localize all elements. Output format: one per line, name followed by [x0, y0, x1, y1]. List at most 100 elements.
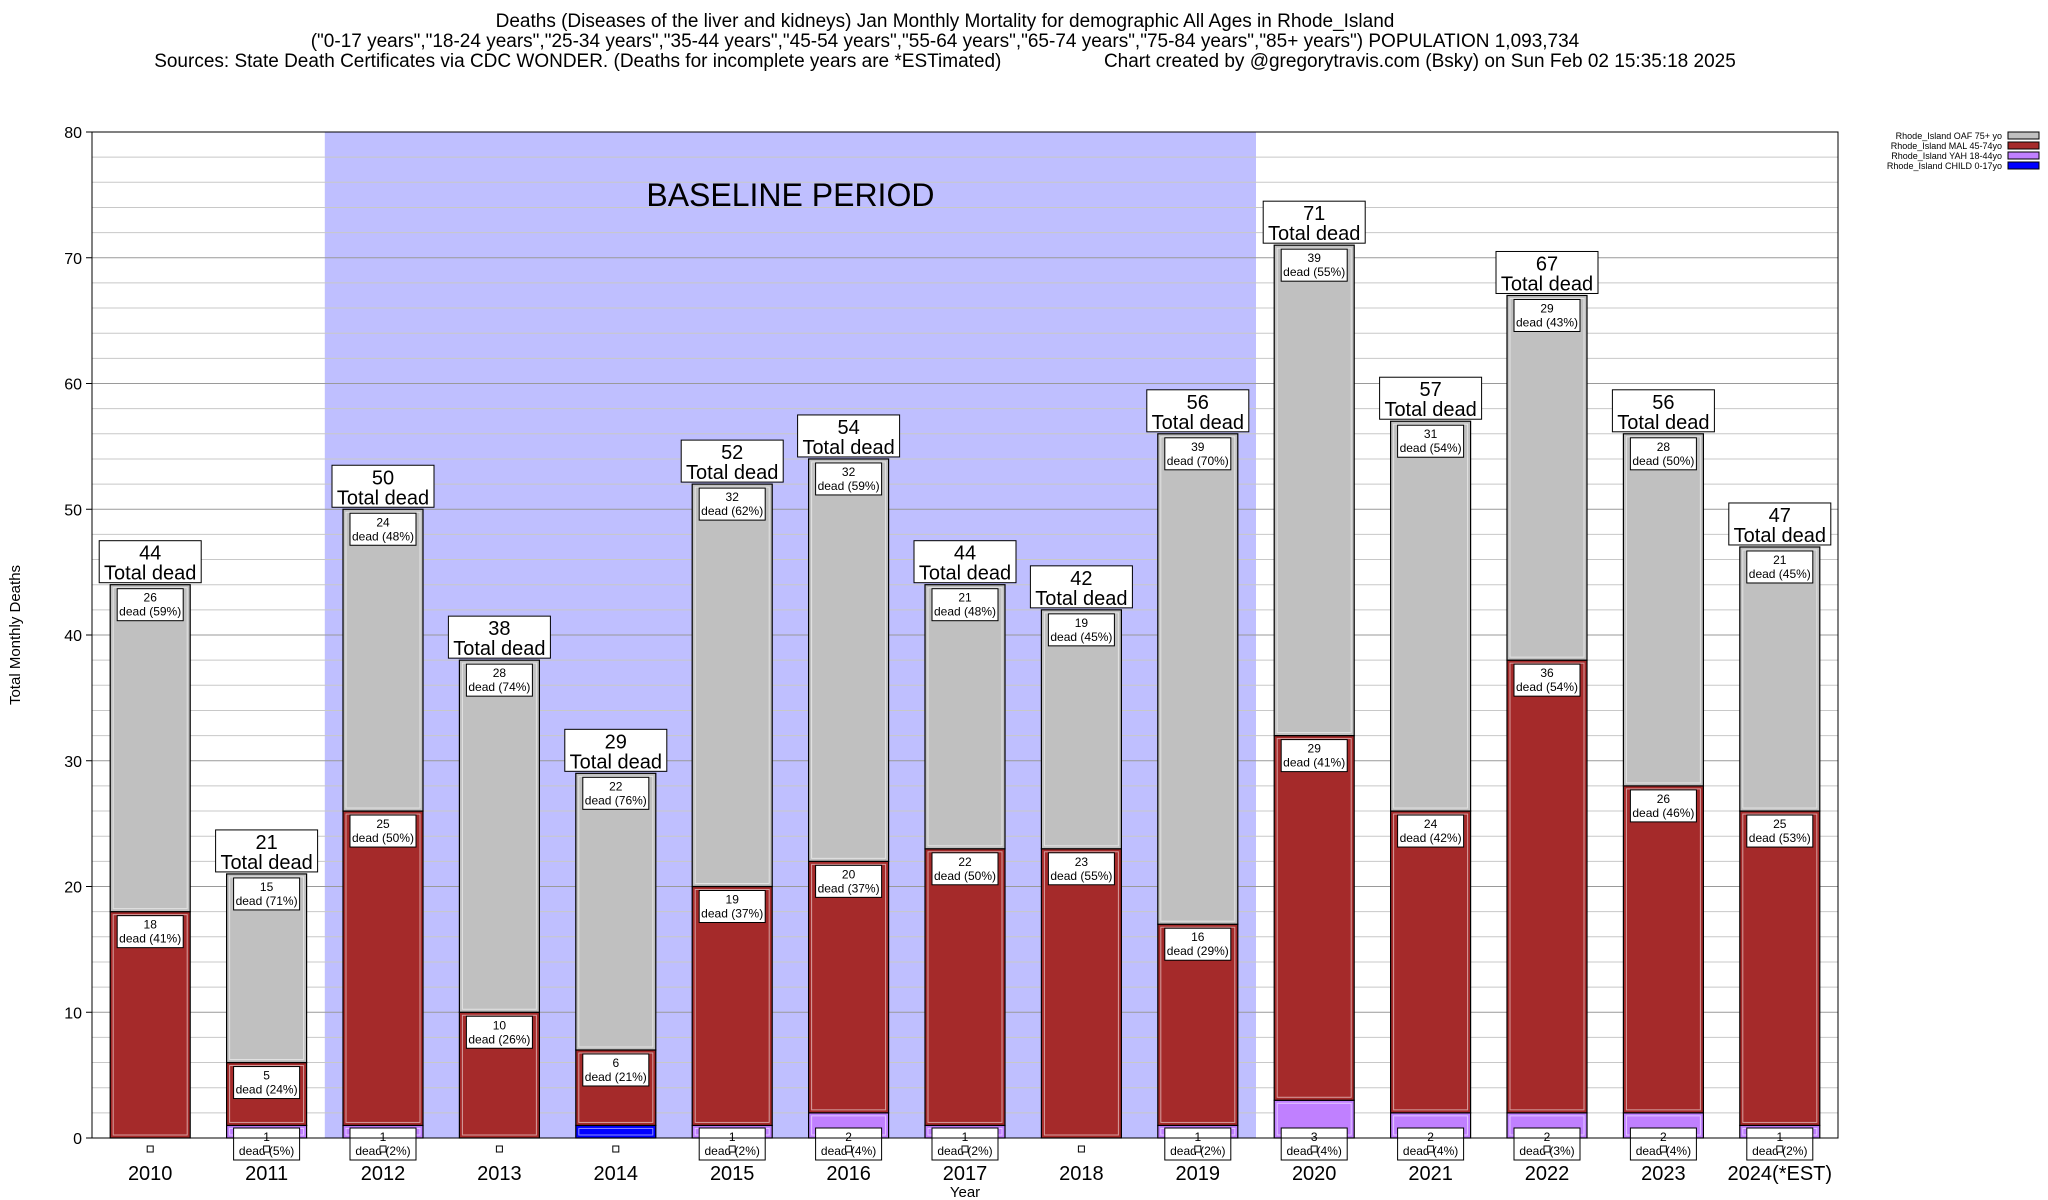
- label-line-1: 28: [493, 666, 507, 680]
- label-line-1: 3: [1311, 1130, 1318, 1144]
- bar-segment: [109, 584, 191, 913]
- label-box: [931, 588, 999, 622]
- bar-segment-outline: [578, 1052, 654, 1123]
- x-tick-label: 2012: [361, 1163, 406, 1185]
- y-tick-label: 80: [64, 125, 82, 142]
- x-axis: 2010 2011 2012 2013 2014 2015 2016 2017 2018 2019…: [128, 1163, 1832, 1185]
- zero-marker: [146, 1145, 154, 1153]
- label-line-1: 1: [380, 1130, 387, 1144]
- y-tick-label: 60: [64, 377, 82, 394]
- bar-segment: [1506, 659, 1588, 1114]
- total-caption: Total dead: [1734, 525, 1826, 547]
- label-line-1: 15: [260, 880, 274, 894]
- chart-title-block: Deaths (Diseases of the liver and kidney…: [0, 12, 1890, 72]
- x-tick-label: 2018: [1059, 1163, 1104, 1185]
- label-box: [1629, 789, 1697, 823]
- x-tick-label: 2022: [1525, 1163, 1570, 1185]
- total-value: 57: [1419, 379, 1441, 401]
- bar-segment-outline: [1625, 788, 1701, 1111]
- total-caption: Total dead: [1617, 412, 1709, 434]
- zero-marker: [1543, 1145, 1551, 1153]
- bar-segment-outline: [1509, 297, 1585, 658]
- legend-swatch: [2007, 151, 2040, 160]
- label-line-1: 39: [1308, 251, 1322, 265]
- bar-segment-outline: [112, 914, 188, 1136]
- label-line-2: dead (45%): [1749, 567, 1811, 581]
- label-box: [582, 776, 650, 810]
- x-tick-label: 2011: [245, 1163, 288, 1185]
- label-box: [1746, 550, 1814, 584]
- label-line-1: 1: [1776, 1130, 1783, 1144]
- x-tick-label: 2016: [826, 1163, 871, 1185]
- total-label-box: [1262, 200, 1366, 244]
- label-line-2: dead (50%): [1632, 454, 1694, 468]
- label-box: [931, 1127, 999, 1161]
- total-value: 56: [1187, 392, 1209, 414]
- bar-segment-outline: [112, 587, 188, 910]
- x-tick-label: 2021: [1408, 1163, 1453, 1185]
- x-tick-label: 2017: [943, 1163, 988, 1185]
- label-box: [1513, 298, 1581, 332]
- legend-swatch: [2007, 141, 2040, 150]
- label-box: [116, 915, 184, 949]
- bar-segment-outline: [1742, 549, 1818, 809]
- total-caption: Total dead: [220, 852, 312, 874]
- total-value: 50: [372, 467, 394, 489]
- bar-segment: [691, 885, 773, 1127]
- label-line-2: dead (45%): [1050, 630, 1112, 644]
- label-box: [1629, 1127, 1697, 1161]
- bar-segment: [1622, 433, 1705, 787]
- bar-segment-outline: [345, 813, 421, 1123]
- label-box: [931, 852, 999, 886]
- label-box: [1164, 1127, 1232, 1161]
- label-line-2: dead (37%): [818, 881, 880, 895]
- bar-segment-outline: [229, 876, 305, 1061]
- zero-marker: [1427, 1145, 1435, 1153]
- bar-segment: [1040, 609, 1123, 850]
- label-line-2: dead (29%): [1167, 944, 1229, 958]
- total-value: 38: [488, 618, 510, 640]
- label-line-2: dead (55%): [1050, 869, 1112, 883]
- label-line-2: dead (70%): [1167, 454, 1229, 468]
- bar-segment: [342, 810, 424, 1127]
- label-line-1: 2: [1427, 1130, 1434, 1144]
- sources-text: Sources: State Death Certificates via CD…: [154, 51, 1002, 72]
- bar-segment-outline: [461, 662, 537, 1010]
- total-value: 44: [139, 543, 161, 565]
- label-line-1: 22: [958, 855, 972, 869]
- label-line-2: dead (26%): [468, 1032, 530, 1046]
- label-line-2: dead (41%): [1283, 756, 1345, 770]
- label-box: [1746, 1127, 1814, 1161]
- zero-marker: [845, 1145, 853, 1153]
- y-axis: 0 10 20 30 40 50 60 70 80: [64, 125, 92, 1148]
- total-caption: Total dead: [453, 638, 545, 660]
- bar-segment-outline: [461, 1014, 537, 1136]
- total-label-box: [1029, 565, 1133, 609]
- label-box: [1047, 852, 1115, 886]
- total-label-box: [680, 439, 784, 483]
